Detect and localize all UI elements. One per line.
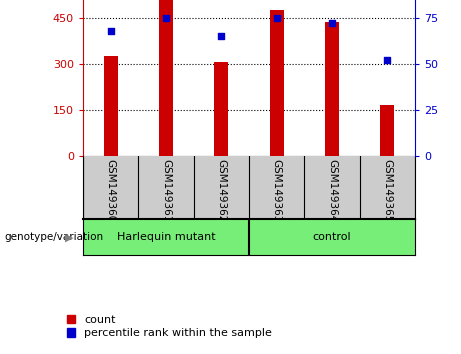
Legend: count, percentile rank within the sample: count, percentile rank within the sample (65, 314, 273, 339)
Text: control: control (313, 232, 351, 242)
Text: Harlequin mutant: Harlequin mutant (117, 232, 215, 242)
Text: GSM149363: GSM149363 (272, 159, 282, 222)
Text: GSM149365: GSM149365 (382, 159, 392, 222)
Point (384, 57, 391, 63)
Bar (214, 62, 228, 156)
Bar (325, 22, 339, 156)
Point (107, 28, 114, 33)
Bar (270, 10, 284, 156)
Point (218, 33, 225, 39)
Point (162, 15, 170, 21)
Bar (159, 0, 173, 156)
Point (328, 21, 336, 26)
Text: GSM149362: GSM149362 (216, 159, 226, 222)
Point (273, 15, 280, 21)
Text: ▶: ▶ (65, 232, 73, 242)
Text: GSM149364: GSM149364 (327, 159, 337, 222)
Text: GSM149360: GSM149360 (106, 159, 116, 222)
Text: genotype/variation: genotype/variation (5, 232, 104, 242)
Bar (380, 105, 394, 156)
Bar (104, 56, 118, 156)
Text: GSM149361: GSM149361 (161, 159, 171, 222)
